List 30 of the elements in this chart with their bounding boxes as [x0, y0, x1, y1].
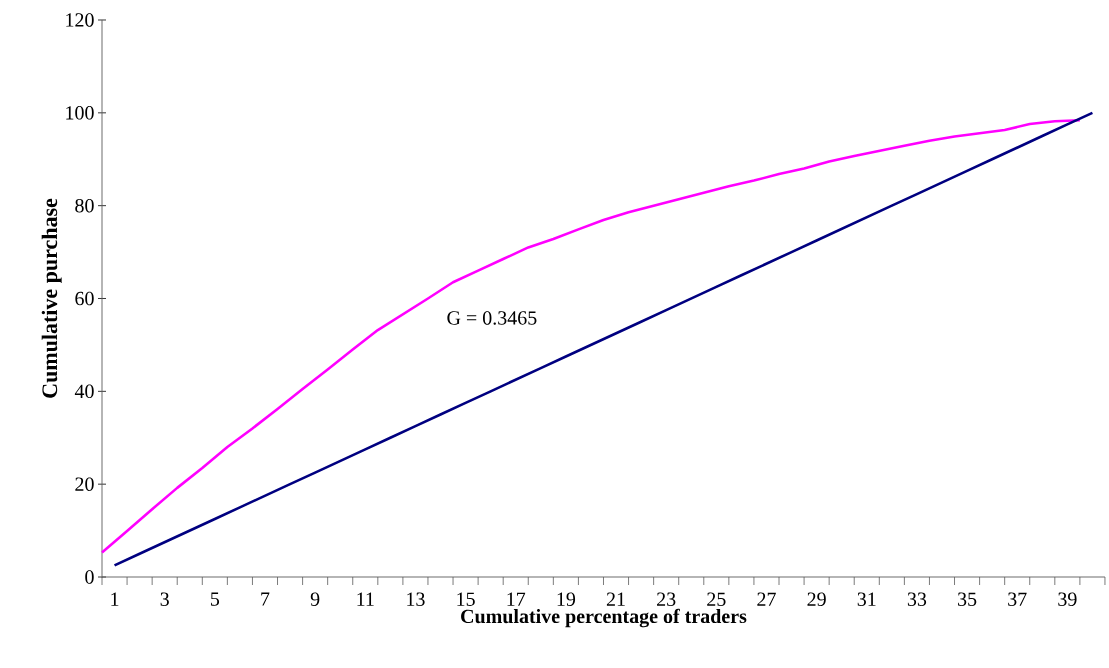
x-tick-label: 37	[1008, 592, 1027, 606]
x-axis-title: Cumulative percentage of traders	[461, 608, 747, 628]
x-tick-label: 9	[310, 592, 320, 606]
y-tick-label: 60	[75, 291, 94, 306]
x-tick-label: 19	[557, 592, 576, 606]
x-tick-label: 15	[457, 592, 475, 606]
annotation: G = 0.3465	[447, 311, 537, 325]
x-tick-label: 31	[857, 592, 876, 606]
x-tick-label: 33	[907, 592, 927, 606]
x-tick-label: 13	[407, 592, 425, 606]
x-tick-label: 27	[757, 592, 776, 606]
y-tick-label: 80	[75, 198, 94, 213]
x-tick-label: 17	[507, 592, 526, 606]
y-tick-label: 100	[66, 106, 94, 120]
x-tick-label: 29	[807, 592, 826, 606]
x-tick-label: 21	[606, 592, 625, 606]
y-tick-label: 120	[66, 13, 94, 27]
x-tick-label: 35	[958, 592, 977, 606]
x-tick-label: 1	[111, 592, 119, 606]
x-tick-label: 3	[160, 592, 169, 606]
y-tick-label: 0	[85, 570, 94, 584]
y-tick-label: 40	[74, 384, 94, 399]
x-tick-label: 23	[657, 592, 676, 606]
y-axis-title: Cumulative purchase	[41, 198, 62, 398]
x-tick-label: 39	[1058, 592, 1077, 606]
x-tick-label: 25	[707, 592, 726, 606]
y-tick-label: 20	[75, 477, 94, 491]
x-tick-label: 5	[210, 592, 220, 606]
x-tick-label: 7	[261, 592, 270, 606]
x-tick-label: 11	[357, 592, 374, 606]
